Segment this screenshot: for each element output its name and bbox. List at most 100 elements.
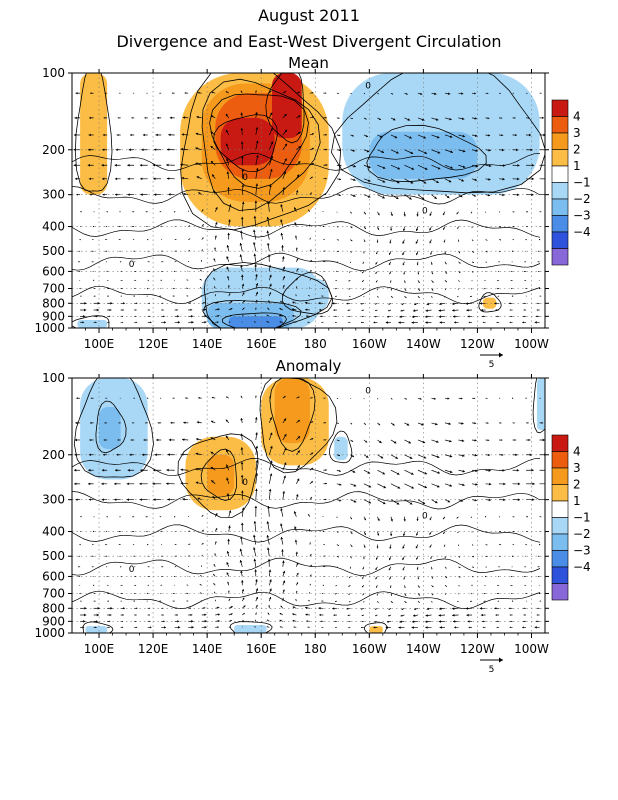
wind-vector-head — [177, 320, 181, 324]
wind-vector-head — [537, 261, 539, 263]
wind-vector-head — [397, 167, 400, 170]
wind-vector-head — [269, 579, 272, 582]
wind-vector-head — [134, 593, 136, 594]
wind-vector-head — [540, 516, 542, 518]
wind-vector-head — [411, 472, 414, 475]
wind-vector-head — [201, 260, 202, 261]
wind-vector-head — [225, 129, 229, 133]
wind-vector-head — [501, 453, 504, 456]
wind-vector-head — [351, 226, 353, 229]
wind-vector-head — [239, 548, 243, 552]
wind-vector-head — [145, 516, 147, 518]
wind-vector-head — [542, 116, 544, 120]
wind-vector-head — [116, 133, 119, 136]
wind-vector-head — [403, 519, 406, 522]
wind-vector-head — [97, 301, 100, 305]
wind-vector-head — [325, 498, 327, 501]
wind-vector-head — [364, 423, 366, 425]
colorbar-swatch — [551, 132, 569, 150]
wind-vector — [511, 250, 514, 252]
wind-vector-head — [487, 453, 490, 457]
wind-vector-head — [88, 482, 91, 486]
wind-vector-head — [531, 177, 534, 181]
wind-vector-head — [363, 557, 365, 560]
colorbar-swatch — [551, 467, 569, 485]
x-tick-label: 180 — [304, 337, 327, 351]
wind-vector-head — [175, 238, 177, 240]
wind-vector-head — [108, 321, 110, 323]
wind-vector-head — [255, 183, 259, 186]
wind-vector-head — [162, 250, 163, 252]
wind-vector-head — [255, 112, 258, 115]
wind-vector-head — [444, 252, 446, 254]
wind-vector-head — [474, 422, 477, 425]
wind-vector-head — [230, 606, 233, 609]
wind-vector-head — [423, 181, 427, 184]
wind-vector-head — [447, 397, 450, 400]
wind-vector-head — [156, 438, 159, 442]
wind-vector-head — [254, 569, 258, 572]
wind-vector-head — [253, 547, 256, 550]
wind-vector-head — [402, 533, 406, 536]
wind-vector-head — [297, 420, 300, 423]
wind-vector-head — [334, 315, 336, 318]
wind-vector-head — [376, 586, 378, 588]
wind-vector-head — [352, 134, 354, 137]
wind-vector-head — [163, 321, 166, 324]
wind-vector-head — [524, 566, 526, 568]
wind-vector-head — [531, 163, 535, 167]
wind-vector-head — [78, 555, 80, 557]
wind-vector-head — [76, 193, 78, 196]
wind-vector-head — [166, 163, 169, 167]
wind-vector-head — [337, 251, 339, 253]
wind-vector — [511, 295, 514, 297]
contour-line — [72, 315, 110, 328]
wind-vector-head — [215, 599, 216, 601]
wind-vector — [511, 555, 514, 557]
wind-vector-head — [430, 263, 433, 265]
colorbar-label: −2 — [573, 192, 591, 206]
wind-vector — [79, 238, 81, 241]
wind-vector-head — [443, 545, 446, 547]
wind-vector-head — [129, 453, 132, 457]
wind-vector-head — [308, 529, 311, 531]
y-tick-label: 900 — [42, 614, 65, 628]
wind-vector-head — [363, 546, 366, 548]
y-tick-label: 600 — [42, 264, 65, 278]
wind-vector-head — [364, 240, 366, 242]
wind-vector-head — [364, 212, 366, 215]
wind-vector-head — [210, 451, 214, 455]
wind-vector-head — [488, 164, 492, 168]
wind-vector — [336, 270, 338, 273]
wind-vector-head — [337, 398, 339, 399]
wind-vector-head — [432, 593, 434, 596]
wind-vector-head — [335, 585, 337, 587]
wind-vector-head — [510, 315, 512, 317]
wind-vector-head — [118, 544, 120, 546]
wind-vector-head — [390, 213, 393, 217]
wind-vector-head — [353, 500, 357, 503]
wind-vector-head — [284, 434, 287, 437]
y-tick-label: 200 — [42, 143, 65, 157]
wind-vector-head — [403, 273, 405, 275]
wind-vector-head — [448, 422, 451, 426]
wind-vector-head — [373, 626, 376, 629]
wind-vector — [106, 575, 108, 578]
wind-vector-head — [110, 301, 113, 305]
wind-vector-head — [348, 621, 350, 623]
contour-line — [329, 430, 353, 464]
wind-vector-head — [471, 227, 473, 229]
wind-vector-head — [438, 315, 442, 318]
wind-vector-head — [204, 314, 207, 318]
wind-vector-head — [227, 187, 230, 190]
wind-vector-head — [279, 308, 282, 310]
x-tick-label: 120E — [138, 642, 169, 656]
wind-vector-head — [118, 239, 120, 241]
wind-vector-head — [445, 567, 447, 569]
anomaly-colorbar: 4 3 2 1 −1 −2 −3 −4 — [551, 434, 591, 601]
wind-vector-head — [522, 626, 524, 629]
wind-vector-head — [482, 315, 484, 318]
wind-vector-head — [241, 589, 245, 592]
wind-vector-head — [294, 207, 297, 210]
wind-vector-head — [143, 438, 146, 442]
